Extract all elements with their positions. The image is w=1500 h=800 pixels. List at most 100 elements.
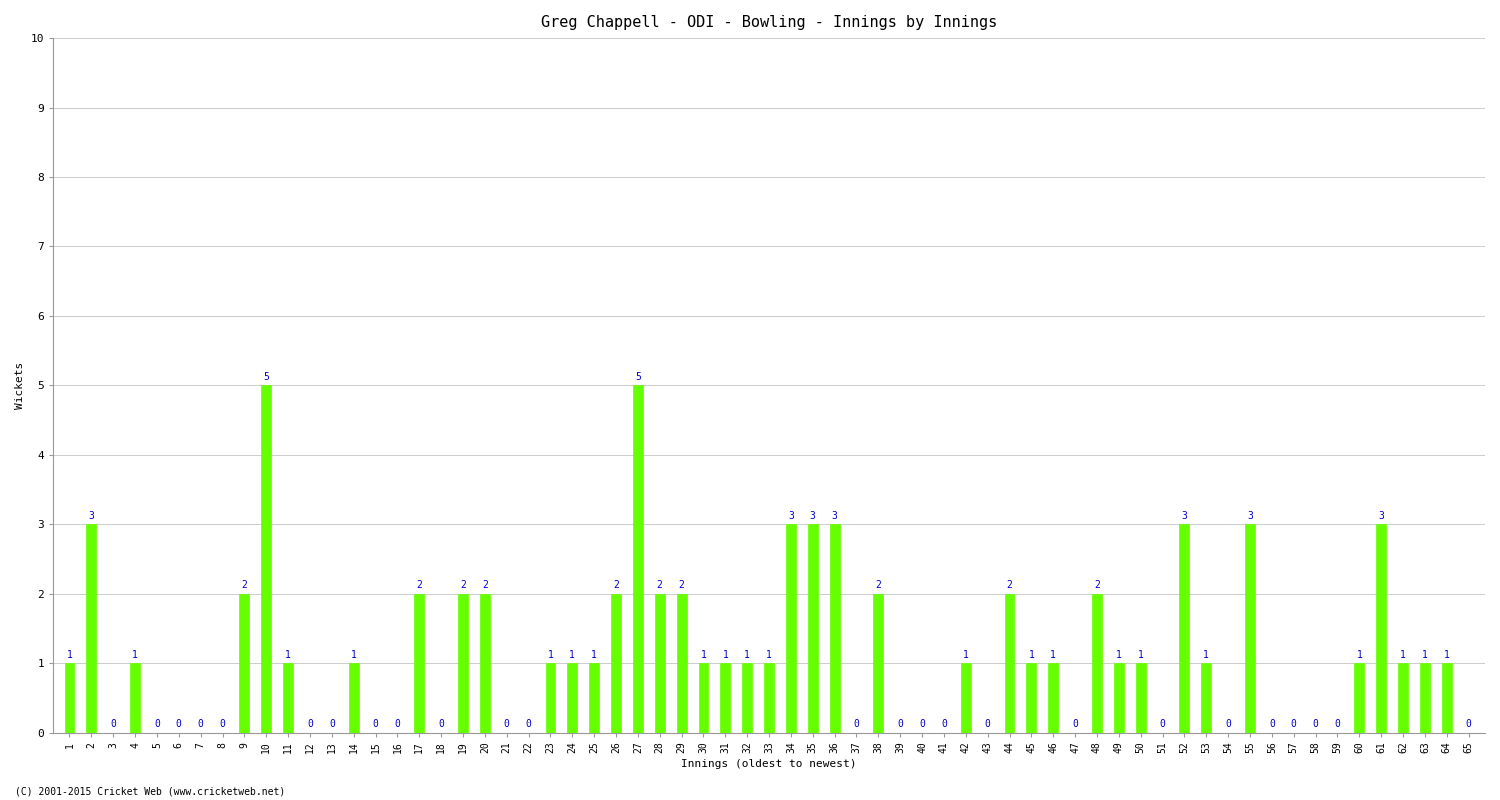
Text: 1: 1 — [1116, 650, 1122, 660]
Text: 1: 1 — [700, 650, 706, 660]
Text: 1: 1 — [1029, 650, 1035, 660]
Text: 1: 1 — [1400, 650, 1406, 660]
Bar — [1026, 663, 1036, 733]
Text: 1: 1 — [1050, 650, 1056, 660]
Text: 0: 0 — [308, 719, 314, 729]
Bar — [633, 386, 644, 733]
Bar — [1376, 524, 1386, 733]
Bar — [720, 663, 730, 733]
Bar — [873, 594, 883, 733]
Bar — [1179, 524, 1190, 733]
Bar — [64, 663, 75, 733]
Text: 0: 0 — [853, 719, 859, 729]
Bar — [742, 663, 752, 733]
Text: 3: 3 — [1378, 511, 1384, 521]
Text: 2: 2 — [417, 580, 422, 590]
Text: (C) 2001-2015 Cricket Web (www.cricketweb.net): (C) 2001-2015 Cricket Web (www.cricketwe… — [15, 786, 285, 796]
Text: 1: 1 — [591, 650, 597, 660]
Text: 1: 1 — [1422, 650, 1428, 660]
Text: 2: 2 — [242, 580, 248, 590]
Y-axis label: Wickets: Wickets — [15, 362, 26, 409]
Text: 1: 1 — [1444, 650, 1449, 660]
Text: 3: 3 — [831, 511, 837, 521]
Text: 0: 0 — [219, 719, 225, 729]
Bar — [1092, 594, 1102, 733]
Bar — [1354, 663, 1364, 733]
Text: 1: 1 — [1203, 650, 1209, 660]
Bar — [284, 663, 292, 733]
Text: 0: 0 — [1072, 719, 1078, 729]
Text: 1: 1 — [744, 650, 750, 660]
Text: 1: 1 — [285, 650, 291, 660]
Text: 1: 1 — [570, 650, 574, 660]
Text: 0: 0 — [1160, 719, 1166, 729]
Text: 2: 2 — [657, 580, 663, 590]
Bar — [1420, 663, 1430, 733]
Text: 1: 1 — [723, 650, 729, 660]
Text: 0: 0 — [984, 719, 990, 729]
Bar — [350, 663, 358, 733]
Bar — [962, 663, 970, 733]
Bar — [699, 663, 708, 733]
Bar — [610, 594, 621, 733]
Text: 0: 0 — [897, 719, 903, 729]
Text: 1: 1 — [66, 650, 72, 660]
Text: 2: 2 — [614, 580, 620, 590]
Text: 0: 0 — [438, 719, 444, 729]
Text: 0: 0 — [198, 719, 204, 729]
Bar — [1202, 663, 1210, 733]
Text: 5: 5 — [264, 372, 268, 382]
Text: 0: 0 — [154, 719, 160, 729]
Bar — [1398, 663, 1408, 733]
Bar — [130, 663, 140, 733]
Text: 0: 0 — [1269, 719, 1275, 729]
Text: 2: 2 — [460, 580, 466, 590]
Bar — [1245, 524, 1256, 733]
Text: 2: 2 — [1007, 580, 1013, 590]
Bar — [1005, 594, 1014, 733]
Bar — [1114, 663, 1124, 733]
Bar — [808, 524, 818, 733]
Bar — [567, 663, 578, 733]
Bar — [546, 663, 555, 733]
Text: 3: 3 — [1182, 511, 1188, 521]
Text: 1: 1 — [548, 650, 554, 660]
Text: 1: 1 — [351, 650, 357, 660]
Bar — [87, 524, 96, 733]
Text: 0: 0 — [394, 719, 400, 729]
Bar — [1136, 663, 1146, 733]
Bar — [830, 524, 840, 733]
Text: 0: 0 — [372, 719, 378, 729]
Text: 0: 0 — [504, 719, 510, 729]
Text: 0: 0 — [525, 719, 531, 729]
Text: 3: 3 — [810, 511, 816, 521]
Text: 1: 1 — [1356, 650, 1362, 660]
Bar — [458, 594, 468, 733]
Text: 0: 0 — [1292, 719, 1296, 729]
Text: 5: 5 — [634, 372, 640, 382]
Bar — [764, 663, 774, 733]
Text: 0: 0 — [940, 719, 946, 729]
Bar — [786, 524, 796, 733]
Text: 1: 1 — [132, 650, 138, 660]
Text: 1: 1 — [766, 650, 772, 660]
Text: 2: 2 — [482, 580, 488, 590]
Text: 3: 3 — [1246, 511, 1252, 521]
Text: 1: 1 — [1137, 650, 1143, 660]
Bar — [656, 594, 664, 733]
Text: 2: 2 — [678, 580, 684, 590]
Bar — [414, 594, 424, 733]
Bar — [240, 594, 249, 733]
X-axis label: Innings (oldest to newest): Innings (oldest to newest) — [681, 759, 856, 769]
Text: 0: 0 — [1312, 719, 1318, 729]
Text: 0: 0 — [328, 719, 334, 729]
Bar — [1048, 663, 1058, 733]
Text: 0: 0 — [1466, 719, 1472, 729]
Bar — [676, 594, 687, 733]
Text: 2: 2 — [1094, 580, 1100, 590]
Text: 2: 2 — [876, 580, 882, 590]
Text: 0: 0 — [176, 719, 181, 729]
Text: 1: 1 — [963, 650, 969, 660]
Title: Greg Chappell - ODI - Bowling - Innings by Innings: Greg Chappell - ODI - Bowling - Innings … — [542, 15, 998, 30]
Text: 0: 0 — [920, 719, 926, 729]
